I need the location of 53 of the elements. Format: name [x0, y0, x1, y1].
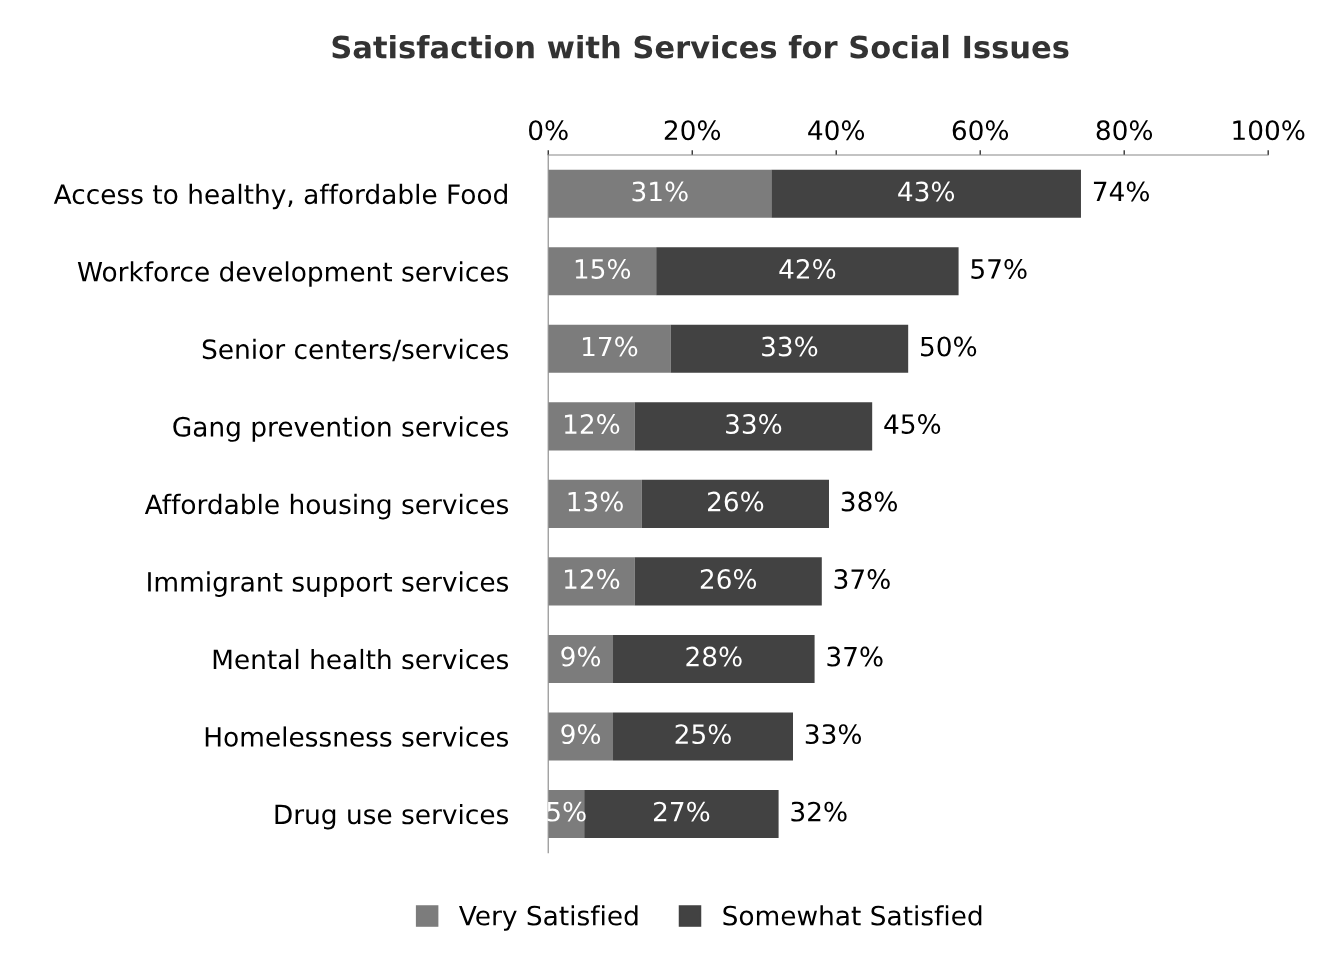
data-label: 9% [561, 646, 601, 667]
x-tick-label: 80% [1096, 120, 1153, 141]
data-label: 12% [564, 569, 620, 590]
total-label: 74% [1093, 181, 1149, 202]
data-label: 13% [568, 491, 623, 512]
total-label: 50% [921, 336, 977, 357]
legend-label: Somewhat Satisfied [723, 905, 982, 926]
y-tick-label: Affordable housing services [144, 493, 509, 520]
bar [613, 712, 793, 761]
bar [656, 247, 959, 296]
data-label: 33% [762, 336, 818, 357]
data-label: 15% [575, 259, 631, 279]
bar [634, 402, 873, 451]
x-tick-label: 0% [529, 120, 568, 141]
data-label: 42% [779, 259, 836, 279]
bar [584, 789, 779, 838]
data-label: 27% [654, 801, 710, 822]
total-label: 37% [834, 569, 890, 590]
total-label: 57% [971, 259, 1027, 279]
data-label: 26% [700, 569, 757, 590]
y-tick-label: Gang prevention services [173, 416, 509, 442]
bar [641, 479, 829, 528]
data-label: 26% [708, 491, 764, 512]
y-tick-label: Immigrant support services [148, 571, 509, 597]
y-tick-label: Mental health services [213, 648, 509, 670]
total-label: 37% [827, 646, 883, 667]
total-label: 32% [791, 801, 847, 822]
x-tick-label: 100% [1233, 120, 1305, 141]
bar [771, 169, 1081, 218]
data-label: 33% [726, 414, 782, 435]
x-tick-label: 40% [808, 120, 865, 141]
y-tick-label: Drug use services [275, 803, 509, 830]
data-label: 31% [632, 181, 688, 202]
total-label: 33% [805, 724, 861, 745]
y-tick-label: Homelessness services [205, 726, 509, 747]
x-tick-label: 60% [952, 120, 1009, 141]
y-tick-label: Access to healthy, affordable Food [53, 183, 507, 210]
chart-title: Satisfaction with Services for Social Issues [332, 34, 1069, 59]
legend-label: Very Satisfied [459, 905, 638, 931]
total-label: 38% [841, 491, 897, 512]
bar [613, 634, 815, 683]
total-label: 45% [884, 414, 941, 435]
data-label: 17% [582, 336, 638, 357]
x-tick-label: 20% [664, 120, 721, 141]
data-label: 12% [564, 414, 620, 435]
bar [634, 557, 822, 606]
data-label: 25% [675, 724, 731, 745]
data-label: 43% [898, 181, 955, 202]
data-label: 9% [561, 724, 601, 745]
data-label: 28% [686, 646, 742, 667]
y-tick-label: Senior centers/services [202, 338, 509, 362]
bar [670, 324, 909, 373]
y-tick-label: Workforce development services [77, 261, 509, 287]
